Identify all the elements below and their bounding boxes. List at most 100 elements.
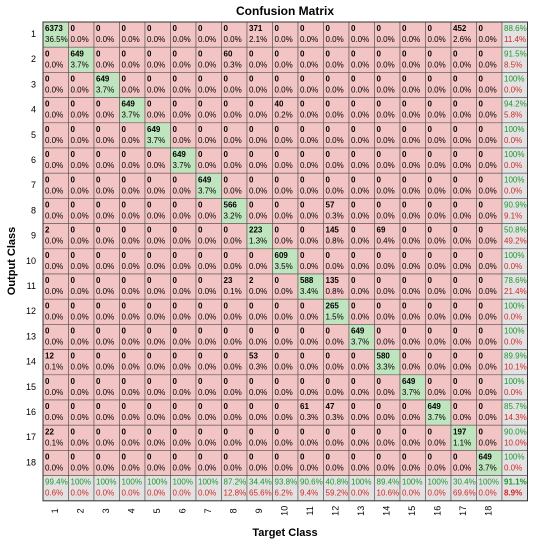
cell-value: 649 [198,175,212,184]
cell [246,399,273,426]
cell [425,97,452,124]
x-tick-label: 10 [280,506,290,516]
cell-value: 0 [479,402,484,411]
cell [68,298,95,325]
cell [348,172,375,199]
cell-percent: 0.0% [147,186,165,195]
cell-value: 91.5% [504,49,527,58]
cell-value: 649 [428,402,442,411]
cell-value: 0 [45,276,50,285]
cell-value: 0 [224,226,229,235]
cell [272,475,299,502]
cell-value: 53 [249,352,258,361]
cell-value: 0 [479,125,484,134]
cell [170,450,197,476]
cell-value: 0 [326,24,331,33]
cell-percent: 0.0% [504,136,522,145]
cell-value: 0 [173,427,178,436]
cell-value: 0 [428,100,433,109]
cell-value: 0 [45,251,50,260]
cell-percent: 0.0% [351,186,369,195]
cell-value: 0 [351,453,356,462]
cell [374,172,401,199]
cell-percent: 0.0% [45,413,63,422]
cell-value: 57 [326,201,335,210]
cell [425,21,452,48]
cell-value: 0 [45,175,50,184]
cell-value: 0 [147,251,152,260]
cell-percent: 0.4% [377,237,395,246]
cell-value: 0 [300,226,305,235]
cell-value: 0 [428,150,433,159]
cell-percent: 3.3% [377,363,395,372]
cell-percent: 0.0% [198,464,216,473]
cell [221,324,248,350]
cell-value: 0 [402,402,407,411]
cell-percent: 0.0% [71,464,89,473]
cell-value: 0 [351,276,356,285]
cell-percent: 0.0% [275,464,293,473]
cell-value: 60 [224,49,233,58]
cell-value: 0 [300,75,305,84]
cell-percent: 0.0% [96,60,114,69]
cell-percent: 0.0% [249,338,267,347]
cell-percent: 0.0% [377,287,395,296]
cell [399,475,426,502]
cell-percent: 0.0% [428,86,446,95]
cell-value: 0 [224,24,229,33]
cell-percent: 0.0% [479,262,497,271]
cell [501,97,528,124]
cell-percent: 0.1% [45,438,63,447]
cell [170,172,197,199]
cell-value: 0 [428,453,433,462]
cell-percent: 1.5% [326,312,344,321]
cell-percent: 8.5% [504,60,522,69]
cell-value: 100% [504,377,524,386]
cell-percent: 0.0% [402,464,420,473]
cell-percent: 0.0% [351,262,369,271]
cell-value: 0 [198,402,203,411]
cell-value: 0 [275,453,280,462]
cell-value: 0 [428,301,433,310]
cell-value: 0 [300,201,305,210]
cell-percent: 0.0% [96,438,114,447]
cell-percent: 0.0% [224,161,242,170]
cell-percent: 0.0% [71,111,89,120]
cell-value: 0 [351,24,356,33]
cell [450,349,477,376]
cell-percent: 0.0% [147,60,165,69]
cell-value: 0 [147,100,152,109]
cell-percent: 0.0% [147,363,165,372]
cell-value: 0 [249,100,254,109]
cell [297,248,324,275]
cell-percent: 0.0% [224,111,242,120]
cell [501,21,528,48]
cell [450,298,477,325]
cell-percent: 0.0% [275,186,293,195]
cell [297,72,324,98]
cell-percent: 0.0% [122,312,140,321]
cell-percent: 0.0% [198,388,216,397]
cell-value: 0 [300,175,305,184]
cell [272,198,299,224]
cell-value: 649 [71,49,85,58]
cell-percent: 0.0% [479,186,497,195]
cell-value: 0 [275,175,280,184]
cell [374,475,401,502]
cell-percent: 0.0% [479,438,497,447]
cell-value: 135 [326,276,340,285]
cell-percent: 69.6% [453,489,476,498]
cell-value: 0 [122,402,127,411]
cell-value: 34.4% [249,478,272,487]
cell-percent: 0.0% [96,413,114,422]
cell-percent: 0.0% [351,413,369,422]
cell-percent: 0.0% [147,212,165,221]
cell-value: 0 [96,402,101,411]
cell-value: 0 [198,226,203,235]
y-tick-label: 6 [31,155,36,165]
cell-value: 0 [453,150,458,159]
cell-percent: 0.0% [122,212,140,221]
cell-value: 0 [300,301,305,310]
cell [501,424,528,451]
cell [68,147,95,174]
